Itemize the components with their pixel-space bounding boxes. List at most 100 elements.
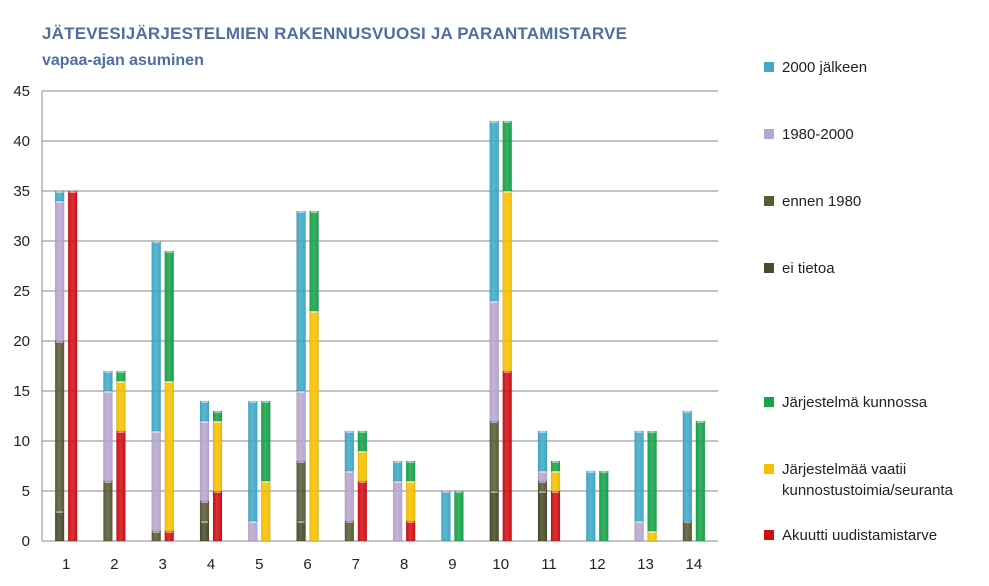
bar-segment: [296, 520, 306, 542]
bar-segment: [116, 370, 126, 382]
bar-highlight: [490, 421, 498, 423]
legend-label: Järjestelmää vaatii kunnostustoimia/seur…: [782, 461, 953, 499]
bar-segment: [441, 490, 451, 542]
legend-label: ei tietoa: [782, 260, 835, 277]
bar-highlight: [297, 461, 305, 463]
bar-highlight: [214, 411, 221, 413]
bar-segment: [212, 420, 223, 492]
y-tick-label: 40: [13, 133, 30, 150]
bar-segment: [296, 460, 306, 522]
bar-segment: [634, 520, 644, 542]
bar-segment: [550, 470, 561, 492]
y-tick-label: 30: [13, 233, 30, 250]
bar-highlight: [310, 211, 318, 213]
x-tick-label: 3: [159, 556, 167, 573]
bar-segment: [357, 450, 368, 482]
x-tick-label: 8: [400, 556, 408, 573]
bar-highlight: [683, 521, 691, 523]
x-tick-label: 6: [303, 556, 311, 573]
bar-highlight: [201, 521, 208, 523]
bar-segment: [682, 410, 693, 522]
legend-swatch: [764, 263, 774, 273]
bar-segment: [248, 400, 258, 522]
bar-segment: [344, 430, 355, 472]
bar-highlight: [358, 481, 366, 483]
bar-segment: [54, 200, 65, 342]
bar-highlight: [394, 461, 402, 463]
bar-segment: [550, 490, 561, 542]
bar-segment: [212, 410, 223, 422]
x-tick-label: 4: [207, 556, 215, 573]
bar-highlight: [552, 471, 559, 473]
bar-segment: [357, 430, 368, 452]
bar-highlight: [394, 481, 402, 483]
y-tick-label: 35: [13, 183, 30, 200]
bar-highlight: [310, 311, 318, 313]
bar-segment: [309, 210, 319, 312]
bar-highlight: [490, 121, 498, 123]
bar-segment: [682, 520, 693, 542]
bar-segment: [405, 480, 416, 522]
legend-swatch: [764, 129, 774, 139]
bar-highlight: [104, 391, 112, 393]
bar-highlight: [262, 401, 270, 403]
bar-highlight: [56, 201, 64, 203]
bar-highlight: [539, 481, 546, 483]
bar-highlight: [345, 471, 353, 473]
chart-title: JÄTEVESIJÄRJESTELMIEN RAKENNUSVUOSI JA P…: [42, 24, 628, 43]
bar-highlight: [165, 251, 173, 253]
legend-swatch: [764, 464, 774, 474]
bar-segment: [67, 190, 78, 542]
bar-segment: [103, 390, 113, 482]
legend-label: Akuutti uudistamistarve: [782, 527, 938, 544]
bar-highlight: [635, 431, 643, 433]
y-tick-label: 25: [13, 283, 30, 300]
bar-highlight: [407, 521, 415, 523]
bar-highlight: [297, 211, 305, 213]
x-tick-label: 13: [637, 556, 654, 573]
bar-segment: [199, 420, 210, 502]
bar-segment: [199, 520, 210, 542]
legend-label: 1980-2000: [782, 126, 854, 143]
bar-highlight: [490, 491, 498, 493]
bar-highlight: [117, 431, 125, 433]
x-tick-label: 11: [541, 556, 557, 573]
bar-segment: [489, 120, 499, 302]
x-tick-label: 2: [110, 556, 118, 573]
x-tick-label: 10: [492, 556, 509, 573]
y-tick-label: 20: [13, 333, 30, 350]
bar-highlight: [407, 461, 415, 463]
legend-swatch: [764, 530, 774, 540]
x-tick-label: 14: [686, 556, 703, 573]
bar-highlight: [358, 431, 366, 433]
bar-highlight: [201, 421, 208, 423]
bar-segment: [344, 470, 355, 522]
bar-highlight: [104, 371, 112, 373]
bar-segment: [54, 510, 65, 542]
bar-segment: [261, 480, 271, 542]
legend-label: Järjestelmä kunnossa: [782, 394, 928, 411]
bar-highlight: [152, 431, 160, 433]
bar-segment: [489, 420, 499, 492]
bar-segment: [392, 480, 403, 542]
bar-segment: [586, 470, 596, 542]
bar-highlight: [407, 481, 415, 483]
bar-segment: [537, 490, 548, 542]
bar-highlight: [358, 451, 366, 453]
bar-segment: [550, 460, 561, 472]
bar-segment: [116, 380, 126, 432]
bar-segment: [405, 520, 416, 542]
bar-segment: [212, 490, 223, 542]
legend-label: ennen 1980: [782, 193, 862, 210]
legend-swatch: [764, 196, 774, 206]
bar-highlight: [56, 191, 64, 193]
bar-segment: [248, 520, 258, 542]
bar-highlight: [587, 471, 595, 473]
bar-segment: [296, 210, 306, 392]
bar-segment: [392, 460, 403, 482]
bar-highlight: [442, 491, 450, 493]
bar-segment: [489, 300, 499, 422]
bar-highlight: [648, 431, 656, 433]
bar-segment: [151, 430, 161, 532]
